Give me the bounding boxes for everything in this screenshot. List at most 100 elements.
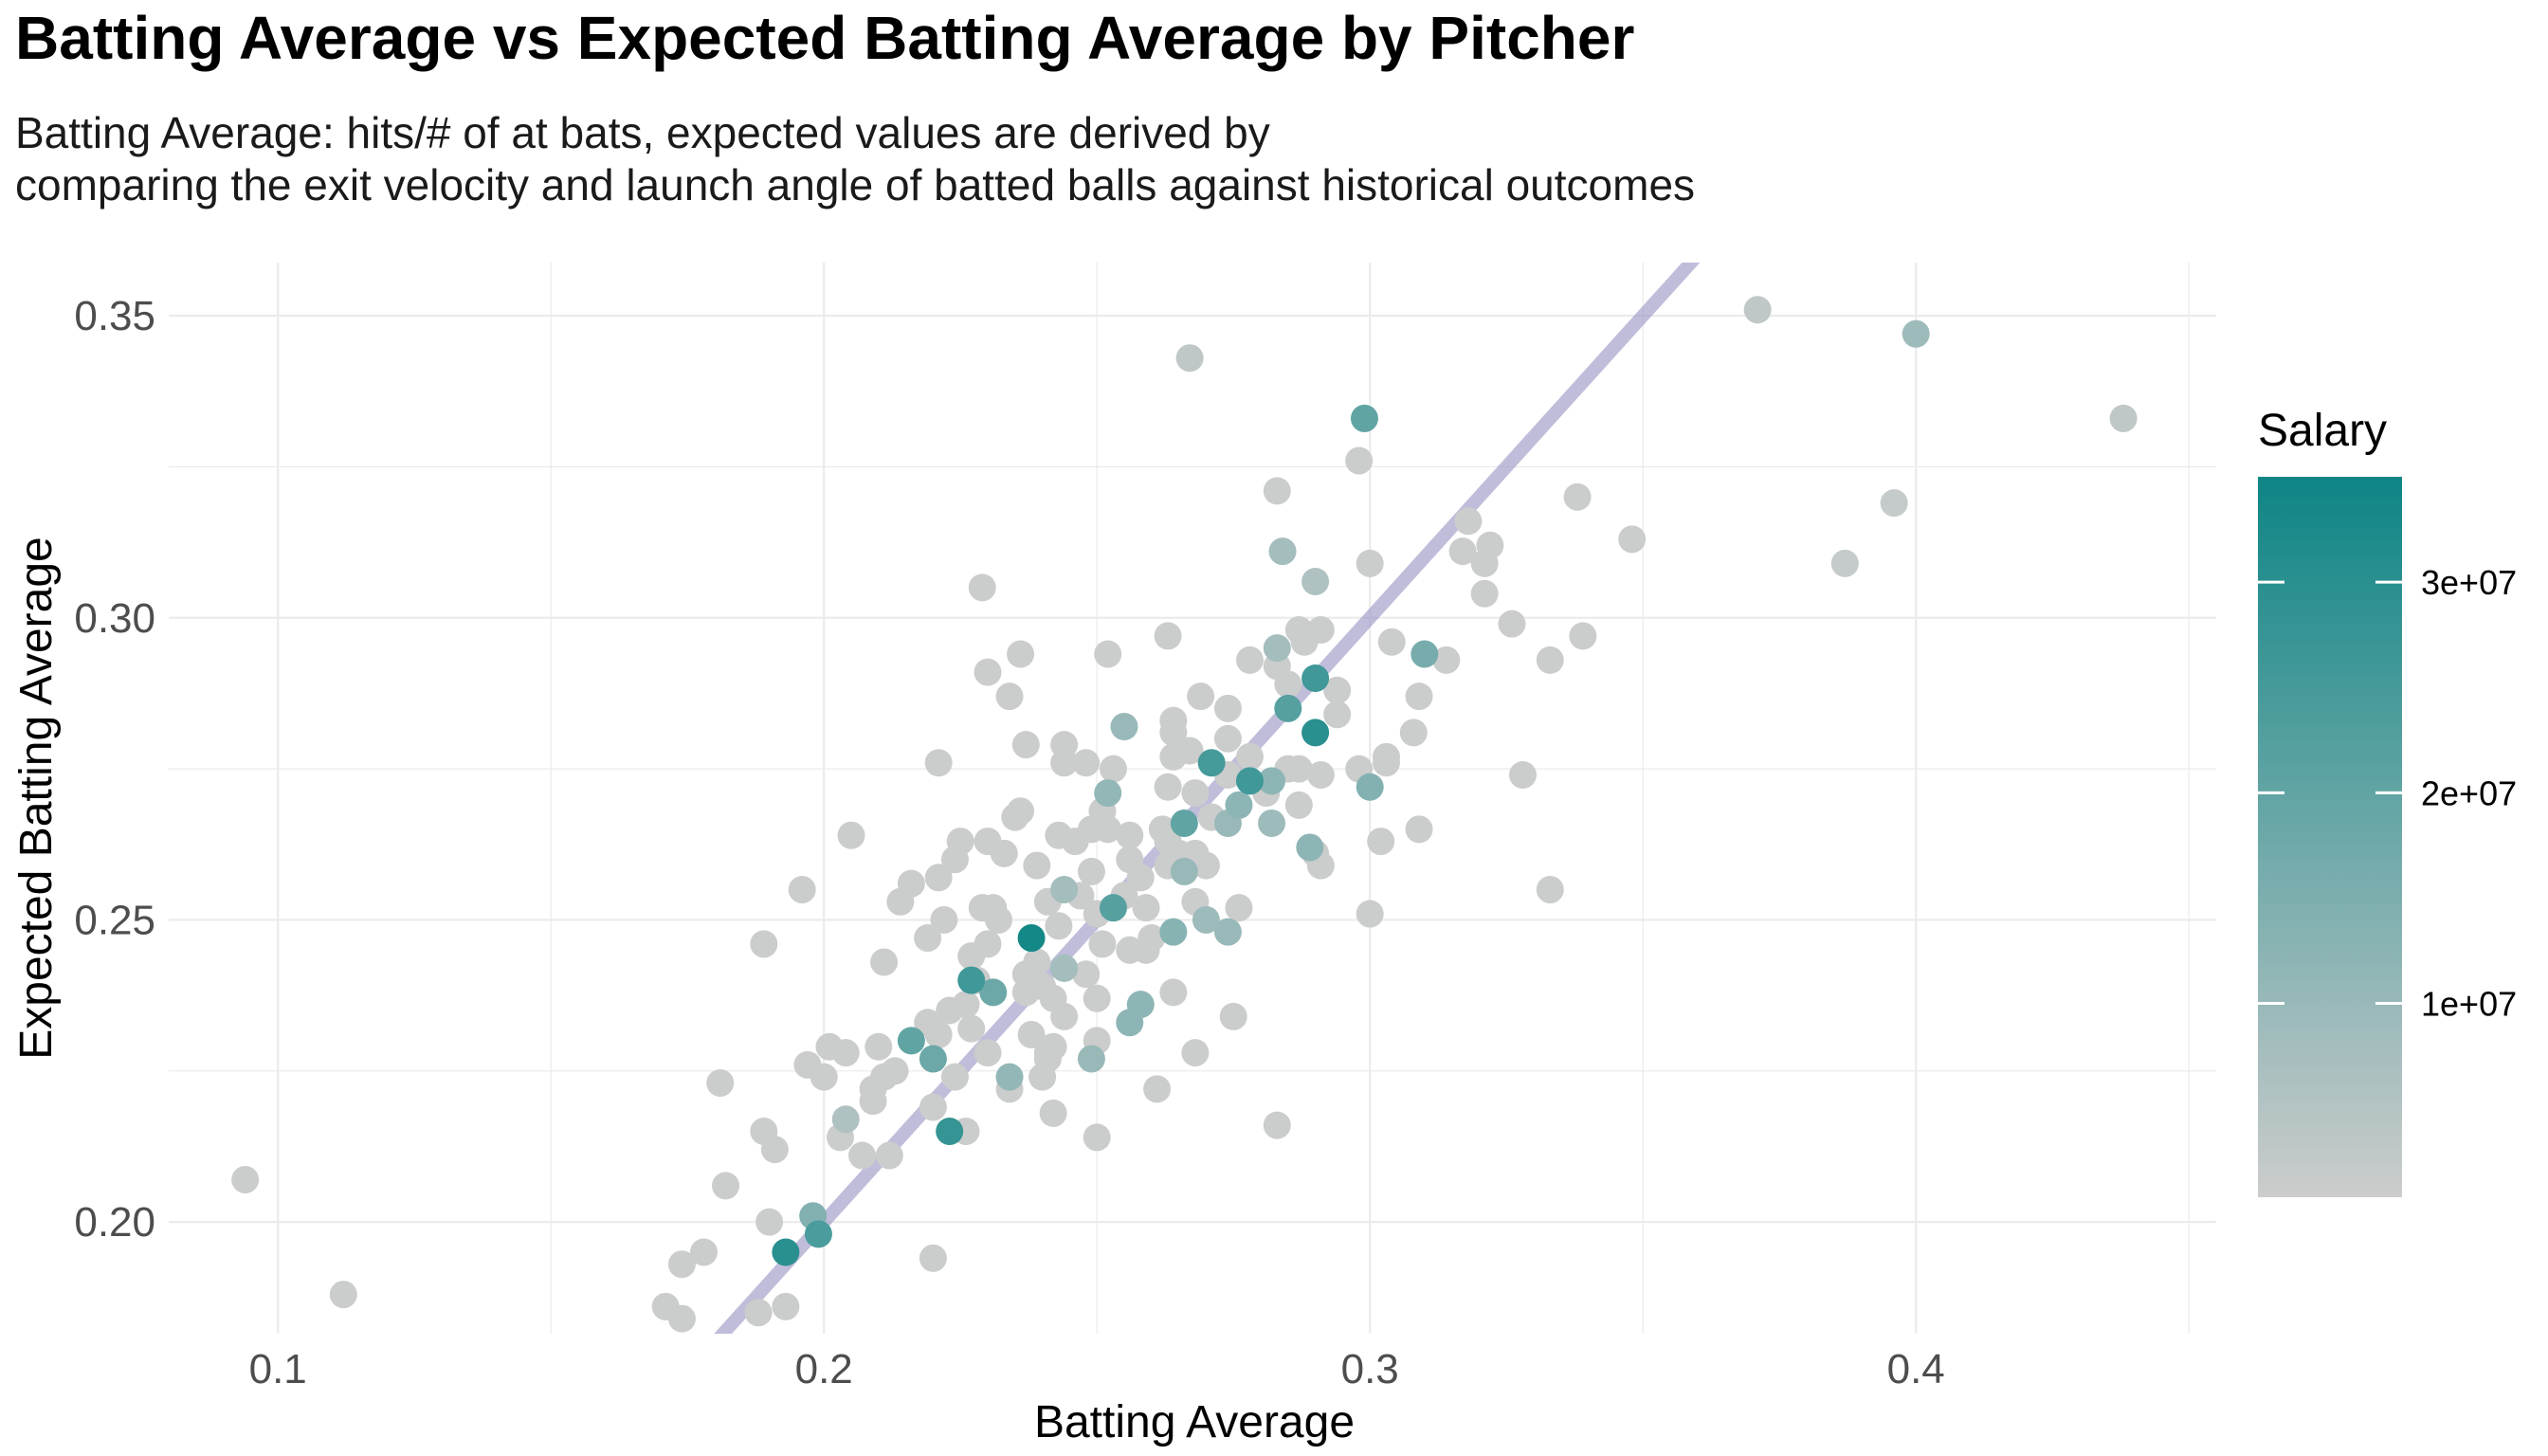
- scatter-point: [831, 1039, 860, 1067]
- scatter-point: [875, 1141, 903, 1170]
- chart-subtitle-line-1: Batting Average: hits/# of at bats, expe…: [15, 108, 1270, 157]
- scatter-point: [760, 1136, 789, 1164]
- scatter-point: [1323, 701, 1352, 729]
- scatter-point: [957, 1014, 986, 1043]
- scatter-point: [919, 1045, 947, 1073]
- scatter-point: [1143, 1075, 1172, 1103]
- scatter-point: [2109, 404, 2138, 432]
- legend-ticks: 1e+07 2e+07 3e+07: [2258, 563, 2517, 1024]
- scatter-point: [1367, 828, 1395, 856]
- scatter-point: [957, 942, 986, 971]
- scatter-point: [1225, 894, 1253, 922]
- scatter-point: [1258, 809, 1286, 837]
- scatter-point: [1072, 749, 1101, 777]
- scatter-point: [1213, 694, 1242, 722]
- scatter-point: [1399, 719, 1428, 747]
- scatter-point: [940, 846, 969, 874]
- scatter-point: [772, 1238, 800, 1266]
- scatter-point: [1094, 779, 1122, 808]
- scatter-point: [1116, 821, 1144, 849]
- scatter-point: [1405, 682, 1433, 711]
- scatter-point: [831, 1105, 860, 1134]
- scatter-point: [1284, 791, 1313, 819]
- scatter-point: [1274, 670, 1302, 699]
- scatter-point: [1132, 894, 1160, 922]
- scatter-point: [940, 1063, 969, 1091]
- scatter-point: [1263, 1111, 1291, 1139]
- scatter-point: [1197, 749, 1226, 777]
- scatter-point: [1023, 851, 1051, 880]
- scatter-point: [1498, 610, 1526, 638]
- scatter-point: [1213, 724, 1242, 753]
- scatter-point: [1323, 676, 1352, 704]
- chart-subtitle-line-2: comparing the exit velocity and launch a…: [15, 160, 1695, 209]
- scatter-point: [1050, 1002, 1079, 1030]
- scatter-point: [1126, 864, 1155, 892]
- scatter-point: [1830, 549, 1859, 577]
- scatter-point: [1618, 525, 1647, 554]
- scatter-point: [1077, 1045, 1105, 1073]
- scatter-point: [1039, 1099, 1067, 1127]
- reference-line: [714, 263, 1701, 1334]
- scatter-point: [1017, 1021, 1046, 1049]
- y-tick-label: 0.35: [74, 293, 155, 339]
- scatter-point: [1181, 1039, 1210, 1067]
- scatter-point: [1001, 803, 1029, 831]
- scatter-point: [231, 1165, 260, 1193]
- scatter-point: [1345, 446, 1374, 475]
- scatter-point: [810, 1063, 838, 1091]
- scatter-point: [1563, 482, 1592, 511]
- scatter-point: [712, 1172, 740, 1200]
- scatter-point: [1377, 628, 1406, 656]
- scatter-point: [1083, 1123, 1111, 1152]
- scatter-point: [1454, 507, 1483, 536]
- scatter-point: [1296, 833, 1324, 862]
- scatter-point: [329, 1281, 357, 1309]
- scatter-point: [924, 1021, 953, 1049]
- legend-title: Salary: [2258, 406, 2387, 456]
- scatter-point: [772, 1292, 800, 1320]
- scatter-point: [990, 839, 1018, 867]
- data-points: [231, 296, 2138, 1333]
- scatter-point: [1132, 936, 1160, 964]
- scatter-point: [1301, 568, 1330, 596]
- scatter-point: [1187, 682, 1215, 711]
- scatter-point: [924, 749, 953, 777]
- scatter-point: [859, 1087, 887, 1116]
- scatter-point: [1050, 749, 1079, 777]
- y-tick-label: 0.25: [74, 897, 155, 943]
- scatter-point: [957, 966, 986, 994]
- scatter-point: [1045, 912, 1073, 940]
- scatter-point: [1159, 978, 1188, 1007]
- y-tick-label: 0.30: [74, 595, 155, 642]
- scatter-point: [919, 1093, 947, 1121]
- scatter-point: [1274, 694, 1302, 722]
- legend-tick-label: 1e+07: [2421, 985, 2517, 1024]
- scatter-point: [788, 876, 816, 904]
- color-legend: Salary 1e+07 2e+07 3e+07: [2258, 406, 2517, 1197]
- scatter-point: [1099, 755, 1127, 783]
- scatter-point: [1170, 857, 1198, 885]
- scatter-point: [1301, 664, 1330, 692]
- scatter-point: [755, 1208, 784, 1236]
- scatter-point: [1219, 1002, 1247, 1030]
- axis-ticks: 0.1 0.2 0.3 0.4 0.20 0.25 0.30 0.35: [74, 293, 1944, 1392]
- scatter-point: [1028, 1063, 1057, 1091]
- scatter-point: [706, 1069, 735, 1098]
- scatter-point: [1410, 640, 1439, 668]
- x-tick-label: 0.1: [249, 1346, 307, 1392]
- scatter-point: [1536, 646, 1564, 674]
- scatter-point: [1235, 767, 1264, 795]
- scatter-point: [864, 1032, 893, 1061]
- scatter-point: [1083, 984, 1111, 1012]
- scatter-point: [1263, 477, 1291, 505]
- scatter-point: [1088, 930, 1117, 958]
- scatter-point: [1536, 876, 1564, 904]
- scatter-point: [667, 1304, 696, 1333]
- scatter-point: [936, 996, 964, 1025]
- scatter-point: [1170, 809, 1198, 837]
- legend-color-bar: [2258, 477, 2402, 1197]
- scatter-point: [1175, 344, 1204, 373]
- scatter-point: [1743, 296, 1772, 324]
